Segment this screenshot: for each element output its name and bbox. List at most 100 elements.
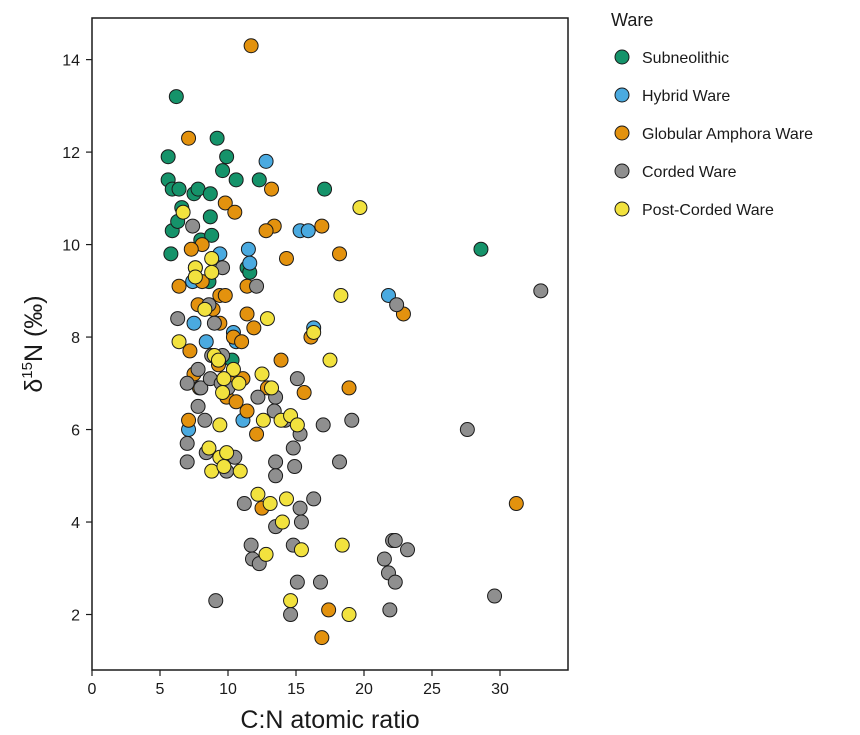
x-tick-label: 30 bbox=[491, 681, 509, 698]
x-tick-label: 20 bbox=[355, 681, 373, 698]
legend-marker-globular-amphora-ware bbox=[614, 125, 630, 141]
point-globular-amphora-ware bbox=[239, 306, 255, 322]
point-hybrid-ware bbox=[240, 241, 256, 257]
x-tick-label: 15 bbox=[287, 681, 305, 698]
point-post-corded-ware bbox=[201, 440, 217, 456]
point-globular-amphora-ware bbox=[273, 352, 289, 368]
point-hybrid-ware bbox=[242, 255, 258, 271]
point-corded-ware bbox=[287, 459, 303, 475]
x-tick-label: 10 bbox=[219, 681, 237, 698]
y-axis: 2 4 6 8 10 12 14 bbox=[62, 53, 92, 625]
point-corded-ware bbox=[382, 602, 398, 618]
point-corded-ware bbox=[179, 454, 195, 470]
point-globular-amphora-ware bbox=[182, 343, 198, 359]
point-post-corded-ware bbox=[212, 417, 228, 433]
point-post-corded-ware bbox=[259, 311, 275, 327]
point-hybrid-ware bbox=[186, 315, 202, 331]
point-corded-ware bbox=[179, 435, 195, 451]
point-subneolithic bbox=[473, 241, 489, 257]
point-corded-ware bbox=[387, 574, 403, 590]
point-corded-ware bbox=[190, 398, 206, 414]
point-subneolithic bbox=[160, 149, 176, 165]
legend-label-corded-ware: Corded Ware bbox=[642, 164, 737, 181]
legend-title: Ware bbox=[611, 10, 653, 30]
point-globular-amphora-ware bbox=[246, 320, 262, 336]
point-corded-ware bbox=[459, 422, 475, 438]
legend-marker-subneolithic bbox=[614, 49, 630, 65]
point-subneolithic bbox=[228, 172, 244, 188]
point-corded-ware bbox=[249, 278, 265, 294]
legend-marker-hybrid-ware bbox=[614, 87, 630, 103]
point-subneolithic bbox=[219, 149, 235, 165]
point-corded-ware bbox=[289, 371, 305, 387]
point-globular-amphora-ware bbox=[332, 246, 348, 262]
y-tick-label: 14 bbox=[62, 53, 80, 70]
plot-area-frame bbox=[91, 17, 569, 671]
point-post-corded-ware bbox=[216, 371, 232, 387]
point-globular-amphora-ware bbox=[234, 334, 250, 350]
point-post-corded-ware bbox=[258, 546, 274, 562]
point-corded-ware bbox=[344, 412, 360, 428]
point-post-corded-ware bbox=[215, 385, 231, 401]
point-globular-amphora-ware bbox=[243, 38, 259, 54]
point-globular-amphora-ware bbox=[321, 602, 337, 618]
point-corded-ware bbox=[400, 542, 416, 558]
data-points bbox=[160, 38, 549, 646]
x-tick-label: 25 bbox=[423, 681, 441, 698]
y-tick-label: 8 bbox=[71, 330, 80, 347]
point-corded-ware bbox=[289, 574, 305, 590]
legend: Ware Subneolithic Hybrid Ware Globular Amp… bbox=[611, 10, 813, 219]
point-post-corded-ware bbox=[293, 542, 309, 558]
point-post-corded-ware bbox=[254, 366, 270, 382]
point-subneolithic bbox=[204, 227, 220, 243]
point-post-corded-ware bbox=[322, 352, 338, 368]
point-subneolithic bbox=[317, 181, 333, 197]
point-corded-ware bbox=[306, 491, 322, 507]
x-axis-label: C:N atomic ratio bbox=[240, 706, 419, 734]
point-post-corded-ware bbox=[231, 375, 247, 391]
point-globular-amphora-ware bbox=[508, 496, 524, 512]
legend-marker-corded-ware bbox=[614, 163, 630, 179]
point-subneolithic bbox=[202, 186, 218, 202]
point-globular-amphora-ware bbox=[183, 241, 199, 257]
point-corded-ware bbox=[292, 500, 308, 516]
point-corded-ware bbox=[197, 412, 213, 428]
point-corded-ware bbox=[285, 440, 301, 456]
y-tick-label: 2 bbox=[71, 608, 80, 625]
y-tick-label: 10 bbox=[62, 238, 80, 255]
point-corded-ware bbox=[283, 607, 299, 623]
point-post-corded-ware bbox=[283, 593, 299, 609]
point-subneolithic bbox=[171, 181, 187, 197]
point-post-corded-ware bbox=[175, 204, 191, 220]
point-corded-ware bbox=[533, 283, 549, 299]
point-globular-amphora-ware bbox=[278, 250, 294, 266]
point-post-corded-ware bbox=[289, 417, 305, 433]
point-globular-amphora-ware bbox=[227, 204, 243, 220]
point-corded-ware bbox=[170, 311, 186, 327]
point-corded-ware bbox=[250, 389, 266, 405]
point-post-corded-ware bbox=[225, 361, 241, 377]
y-tick-label: 12 bbox=[62, 145, 80, 162]
legend-label-hybrid-ware: Hybrid Ware bbox=[642, 88, 730, 105]
point-globular-amphora-ware bbox=[314, 218, 330, 234]
point-post-corded-ware bbox=[204, 264, 220, 280]
point-subneolithic bbox=[251, 172, 267, 188]
point-corded-ware bbox=[312, 574, 328, 590]
x-tick-label: 0 bbox=[88, 681, 97, 698]
point-corded-ware bbox=[376, 551, 392, 567]
point-post-corded-ware bbox=[187, 269, 203, 285]
point-post-corded-ware bbox=[334, 537, 350, 553]
point-hybrid-ware bbox=[300, 223, 316, 239]
y-tick-label: 6 bbox=[71, 423, 80, 440]
point-globular-amphora-ware bbox=[217, 195, 233, 211]
point-globular-amphora-ware bbox=[217, 287, 233, 303]
point-post-corded-ware bbox=[197, 301, 213, 317]
point-hybrid-ware bbox=[258, 153, 274, 169]
point-post-corded-ware bbox=[264, 380, 280, 396]
point-subneolithic bbox=[202, 209, 218, 225]
point-corded-ware bbox=[332, 454, 348, 470]
point-post-corded-ware bbox=[278, 491, 294, 507]
point-globular-amphora-ware bbox=[239, 403, 255, 419]
point-corded-ware bbox=[206, 315, 222, 331]
